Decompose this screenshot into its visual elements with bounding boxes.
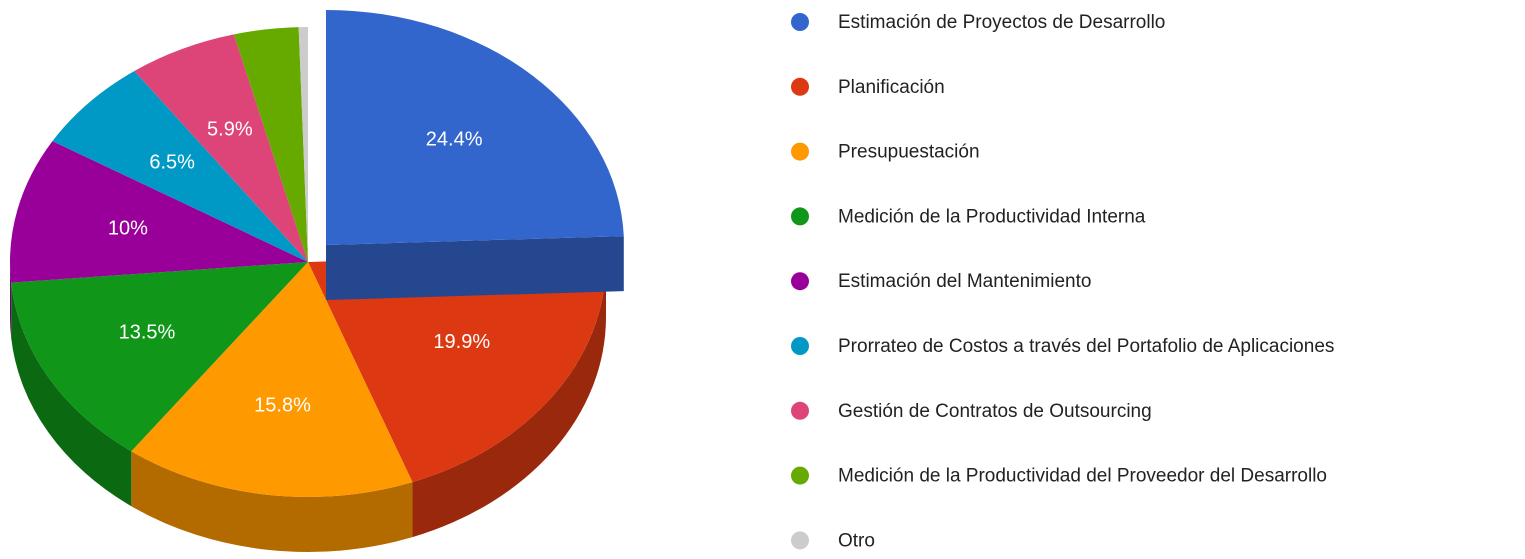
legend-label: Medición de la Productividad del Proveed… xyxy=(838,466,1327,487)
legend-label: Otro xyxy=(838,530,875,551)
data-label: 13.5% xyxy=(119,322,176,344)
legend-marker xyxy=(791,466,809,485)
data-label: 6.5% xyxy=(149,152,195,174)
legend-marker xyxy=(791,272,809,291)
legend-label: Planificación xyxy=(838,77,945,98)
legend-label: Estimación del Mantenimiento xyxy=(838,271,1091,292)
slice-side xyxy=(412,262,606,538)
data-label: 15.8% xyxy=(254,395,311,417)
slice xyxy=(326,10,624,245)
legend-marker xyxy=(791,77,809,96)
legend-marker xyxy=(791,142,809,161)
legend-marker xyxy=(791,531,809,550)
slice xyxy=(134,34,308,262)
slice-side xyxy=(10,262,12,338)
slice-edge xyxy=(326,236,624,300)
slice xyxy=(233,27,308,262)
slice xyxy=(131,262,413,497)
legend-marker xyxy=(791,337,809,355)
data-label: 5.9% xyxy=(207,118,253,140)
slice-side xyxy=(131,451,413,552)
slice-side xyxy=(11,282,132,507)
slice xyxy=(298,27,308,262)
legend-marker xyxy=(791,13,809,31)
data-label: 19.9% xyxy=(433,331,490,353)
legend-marker xyxy=(791,207,809,226)
data-label: 10% xyxy=(108,218,148,240)
slice xyxy=(11,262,308,452)
slice xyxy=(9,141,308,283)
legend-marker xyxy=(791,401,809,420)
legend-label: Gestión de Contratos de Outsourcing xyxy=(838,401,1152,422)
data-label: 24.4% xyxy=(426,128,483,150)
legend-label: Medición de la Productividad Interna xyxy=(838,206,1146,227)
slice xyxy=(308,253,607,483)
legend-label: Presupuestación xyxy=(838,142,980,163)
legend-label: Estimación de Proyectos de Desarrollo xyxy=(838,12,1165,33)
slice xyxy=(52,71,308,262)
legend-label: Prorrateo de Costos a través del Portafo… xyxy=(838,336,1334,357)
